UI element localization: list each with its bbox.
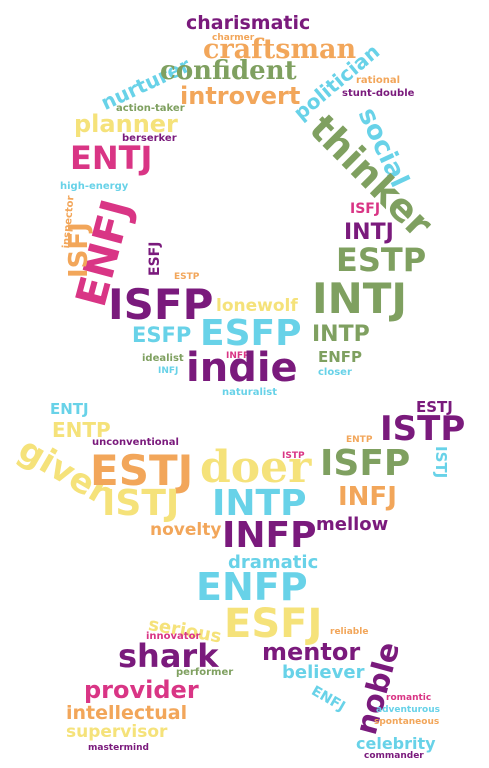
word-shark: shark [118, 637, 219, 675]
word-isfp-mid: ISFP [320, 443, 411, 484]
word-charismatic: charismatic [186, 12, 311, 34]
word-unconventional: unconventional [92, 437, 179, 448]
word-action-taker: action-taker [116, 103, 185, 114]
word-intp-big: INTP [212, 483, 307, 524]
word-berserker: berserker [122, 133, 177, 144]
word-infj-tiny: INFJ [158, 366, 179, 376]
word-novelty: novelty [150, 520, 222, 540]
word-intp-mid: INTP [312, 322, 370, 347]
word-intj-small: INTJ [344, 220, 394, 245]
word-intellectual: intellectual [66, 702, 188, 724]
word-esfj-small: ESFJ [147, 241, 163, 276]
word-esfp-small: ESFP [132, 323, 192, 347]
word-craftsman: craftsman [203, 34, 357, 65]
word-provider: provider [84, 676, 199, 704]
word-infp-tiny: INFP [226, 351, 250, 361]
word-innovator: innovator [146, 631, 201, 642]
word-isfj-right: ISFJ [350, 201, 381, 217]
word-estj-big: ESTJ [90, 446, 194, 495]
word-isfp-big: ISFP [108, 280, 214, 329]
word-infj-mid: INFJ [338, 482, 397, 512]
word-performer: performer [176, 667, 234, 678]
word-istj-big: ISTJ [102, 483, 180, 524]
word-esfp-big: ESFP [200, 313, 302, 354]
word-infp-big: INFP [222, 515, 317, 556]
word-commander: commander [364, 751, 424, 761]
word-idealist: idealist [142, 353, 184, 364]
word-introvert: introvert [180, 82, 301, 110]
word-charmer: charmer [212, 33, 255, 43]
word-esfj-big: ESFJ [224, 601, 323, 647]
word-confident: confident [160, 56, 297, 86]
word-spontaneous: spontaneous [374, 717, 440, 727]
word-stunt-double: stunt-double [342, 88, 415, 99]
word-estp-right: ESTP [336, 241, 427, 279]
word-mellow: mellow [316, 514, 389, 535]
word-estj-right: ESTJ [416, 398, 453, 416]
word-isfj-left: ISFJ [64, 222, 94, 278]
word-romantic: romantic [386, 693, 432, 703]
word-entp-left: ENTP [52, 418, 111, 442]
word-enfp-big: ENFP [196, 565, 308, 609]
word-supervisor: supervisor [66, 722, 168, 742]
word-doer: doer [200, 442, 312, 493]
word-planner: planner [74, 110, 178, 138]
word-closer: closer [318, 367, 352, 378]
word-adventurous: adventurous [376, 705, 440, 715]
word-entp-tiny: ENTP [346, 435, 373, 445]
word-entj-top: ENTJ [70, 139, 153, 177]
word-rational: rational [356, 75, 401, 86]
word-high-energy: high-energy [60, 181, 129, 192]
word-intj-big: INTJ [312, 274, 408, 323]
word-mentor: mentor [262, 638, 361, 666]
word-istp-tiny: ISTP [282, 451, 305, 461]
word-mastermind: mastermind [88, 743, 149, 753]
word-celebrity: celebrity [356, 734, 436, 753]
word-dramatic: dramatic [228, 552, 319, 573]
word-believer: believer [282, 662, 365, 683]
word-naturalist: naturalist [222, 387, 278, 398]
word-entj-bottom: ENTJ [50, 400, 89, 418]
word-reliable: reliable [330, 627, 369, 637]
word-enfp-small: ENFP [318, 348, 363, 366]
word-enfj-small: ENFJ [308, 683, 348, 716]
word-lonewolf: lonewolf [216, 296, 298, 316]
word-istp-big: ISTP [380, 409, 466, 449]
word-indie: indie [186, 345, 298, 391]
word-estp-tiny: ESTP [174, 272, 200, 282]
word-istj-right: ISTJ [432, 446, 450, 479]
